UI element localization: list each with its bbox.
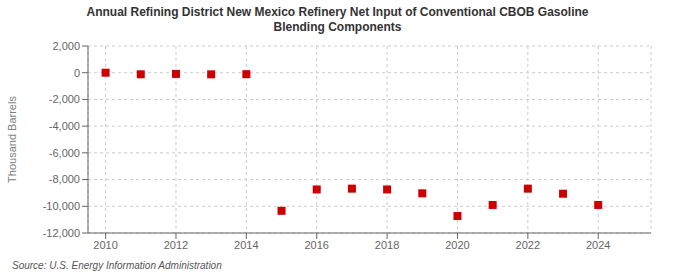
svg-text:2018: 2018 [375, 239, 399, 251]
svg-text:2020: 2020 [445, 239, 469, 251]
svg-text:-4,000: -4,000 [49, 120, 80, 132]
svg-text:2024: 2024 [586, 239, 610, 251]
svg-text:Thousand Barrels: Thousand Barrels [8, 96, 18, 183]
svg-text:2016: 2016 [304, 239, 328, 251]
html-text:Blending Components: Blending Components [273, 20, 402, 34]
svg-text:2012: 2012 [164, 239, 188, 251]
svg-text:-12,000: -12,000 [43, 227, 80, 239]
svg-text:-2,000: -2,000 [49, 93, 80, 105]
svg-text:-8,000: -8,000 [49, 173, 80, 185]
svg-text:2014: 2014 [234, 239, 258, 251]
svg-text:2,000: 2,000 [52, 40, 80, 52]
html-text:Annual Refining District New M: Annual Refining District New Mexico Refi… [86, 5, 589, 19]
svg-text:0: 0 [74, 67, 80, 79]
svg-text:2022: 2022 [516, 239, 540, 251]
svg-text:2010: 2010 [93, 239, 117, 251]
svg-text:-10,000: -10,000 [43, 200, 80, 212]
html-text:Source: U.S. Energy Informatio: Source: U.S. Energy Information Administ… [12, 260, 222, 271]
svg-text:-6,000: -6,000 [49, 147, 80, 159]
